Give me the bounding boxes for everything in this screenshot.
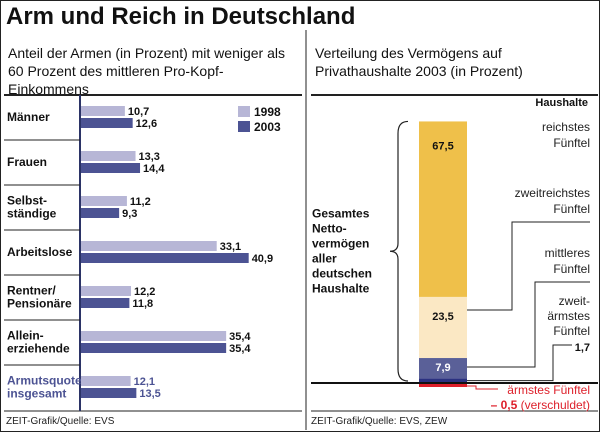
segment-name-label: ärmstes	[547, 309, 590, 323]
right-chart-subtitle: Verteilung des Vermögens auf Privathaush…	[315, 45, 523, 79]
bar-2003	[81, 343, 227, 353]
category-label: Pensionäre	[7, 297, 72, 311]
segment-name-label-poorest: ärmstes Fünftel	[507, 383, 590, 397]
bar-2003	[81, 208, 120, 218]
category-label: erziehende	[7, 342, 70, 356]
left-chart-subtitle: Anteil der Armen (in Prozent) mit wenige…	[8, 45, 285, 97]
segment-middle-fifth	[419, 358, 467, 379]
legend-label-1998: 1998	[254, 105, 281, 119]
bracket-label: deutschen	[312, 267, 372, 281]
legend-swatch-2003	[238, 121, 250, 132]
bar-value-label-1998: 13,3	[139, 151, 160, 163]
bar-2003	[81, 118, 133, 128]
bar-1998	[81, 151, 136, 161]
bar-1998	[81, 331, 227, 341]
bar-value-label-2003: 14,4	[143, 163, 165, 175]
left-source-note: ZEIT-Grafik/Quelle: EVS	[6, 416, 115, 427]
bar-value-label-1998: 12,1	[134, 376, 155, 388]
category-label: ständige	[7, 207, 57, 221]
category-label: Arbeitslose	[7, 245, 73, 259]
bar-value-label-2003: 9,3	[122, 208, 137, 220]
bar-2003	[81, 163, 141, 173]
segment-value-label: 67,5	[432, 140, 453, 152]
segment-second-poorest-fifth	[419, 378, 467, 383]
category-label: Selbst-	[7, 194, 47, 208]
total-bracket	[389, 120, 409, 382]
segment-name-label: reichstes	[542, 120, 590, 134]
segment-name-label: Fünftel	[553, 136, 590, 150]
category-label: Armutsquote	[7, 374, 82, 388]
bracket-label: Haushalte	[312, 282, 370, 296]
bar-value-label-2003: 11,8	[132, 298, 153, 310]
bar-2003	[81, 388, 137, 398]
segment-richest-fifth	[419, 121, 467, 297]
segment-second-richest-fifth	[419, 296, 467, 359]
leader-line-second-richest	[467, 221, 590, 311]
bar-value-label-2003: 40,9	[252, 253, 273, 265]
bar-1998	[81, 196, 127, 206]
bar-value-label-1998: 12,2	[134, 286, 155, 298]
bar-value-label-1998: 11,2	[130, 196, 151, 208]
bar-1998	[81, 376, 131, 386]
segment-name-label: Fünftel	[553, 202, 590, 216]
households-header: Haushalte	[535, 97, 588, 109]
bar-value-label-2003: 35,4	[229, 343, 251, 355]
bar-1998	[81, 106, 125, 116]
segment-name-label: mittleres	[545, 246, 590, 260]
bar-2003	[81, 253, 249, 263]
category-label: Allein-	[7, 329, 44, 343]
segment-name-label: zweitreichstes	[515, 186, 590, 200]
right-source-note: ZEIT-Grafik/Quelle: EVS, ZEW	[311, 416, 448, 427]
segment-poorest-fifth	[419, 384, 467, 387]
segment-value-label: 7,9	[435, 362, 450, 374]
segment-value-label-poorest: – 0,5 (verschuldet)	[491, 398, 590, 412]
bar-value-label-2003: 12,6	[136, 118, 157, 130]
segment-value-label-second-poorest: 1,7	[575, 342, 590, 354]
leader-line-middle	[467, 281, 590, 368]
category-label: Männer	[7, 110, 50, 124]
bar-1998	[81, 241, 217, 251]
legend-label-2003: 2003	[254, 120, 281, 134]
bracket-label: Netto-	[312, 222, 347, 236]
bracket-label: Gesamtes	[312, 207, 370, 221]
bracket-label: vermögen	[312, 237, 369, 251]
bar-1998	[81, 286, 132, 296]
page-title: Arm und Reich in Deutschland	[6, 3, 356, 30]
bar-value-label-1998: 10,7	[128, 106, 149, 118]
leader-line-second-poorest	[467, 344, 572, 382]
bar-value-label-2003: 13,5	[139, 388, 160, 400]
segment-name-label: Fünftel	[553, 324, 590, 338]
category-label: Rentner/	[7, 284, 56, 298]
bar-value-label-1998: 35,4	[229, 331, 251, 343]
negative-note: (verschuldet)	[521, 398, 590, 412]
category-label: insgesamt	[7, 387, 66, 401]
bar-value-label-1998: 33,1	[220, 241, 241, 253]
legend-swatch-1998	[238, 106, 250, 117]
category-label: Frauen	[7, 155, 47, 169]
segment-name-label: Fünftel	[553, 262, 590, 276]
bar-2003	[81, 298, 130, 308]
bracket-label: aller	[312, 252, 337, 266]
segment-name-label: zweit-	[559, 294, 590, 308]
negative-value: – 0,5	[491, 398, 521, 412]
leader-line-poorest	[467, 385, 498, 390]
segment-value-label: 23,5	[432, 311, 453, 323]
